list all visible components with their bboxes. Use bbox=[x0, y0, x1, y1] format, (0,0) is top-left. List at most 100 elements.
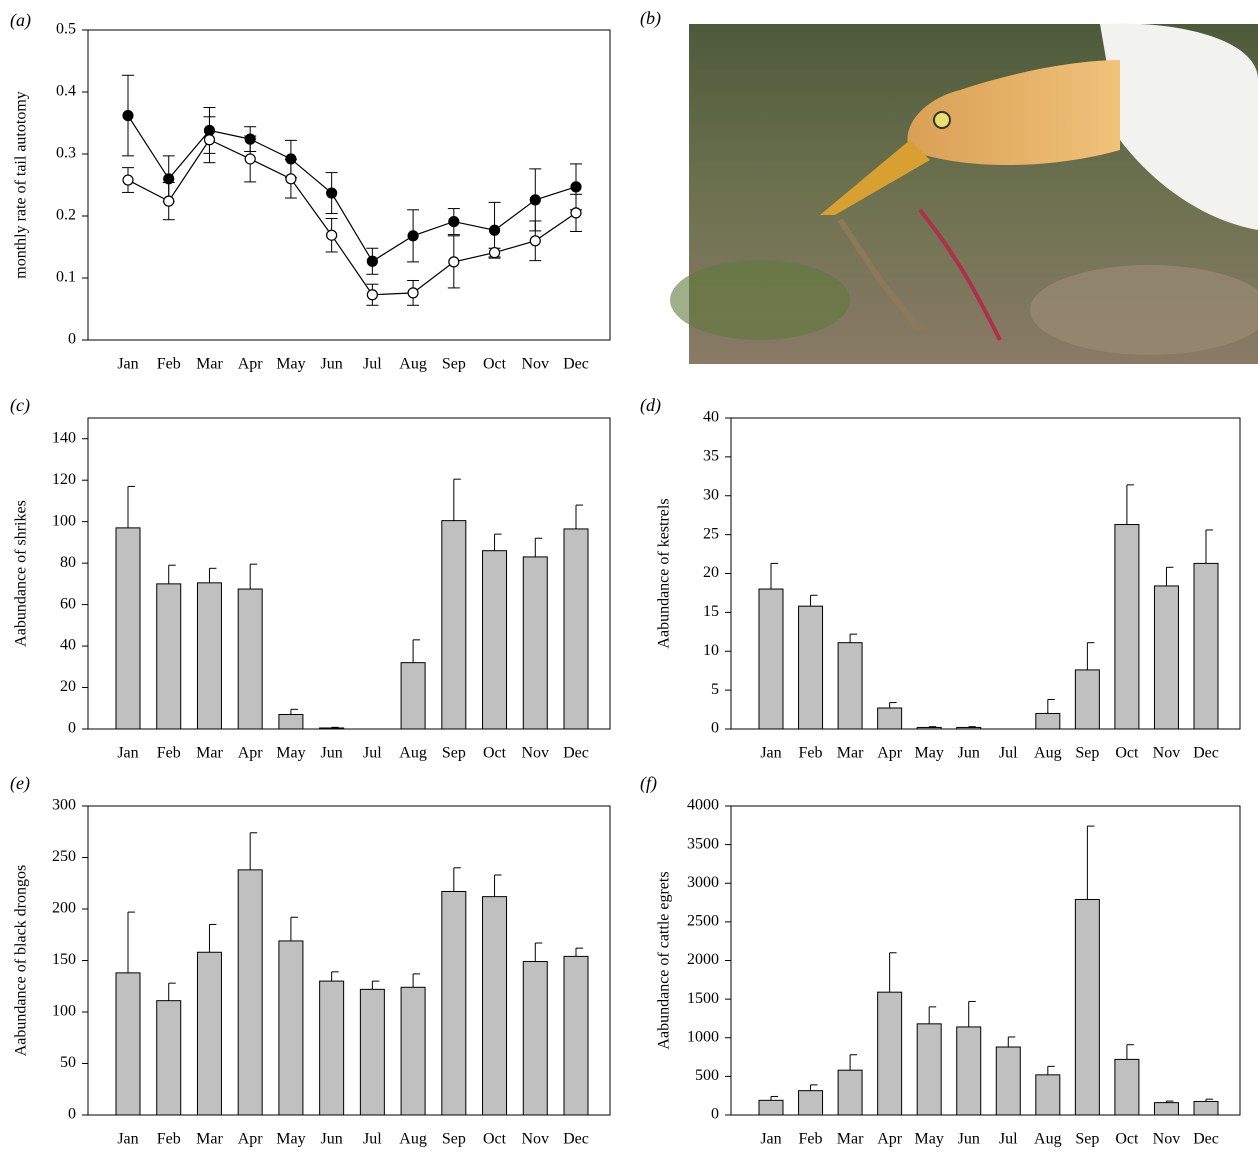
marker bbox=[327, 188, 337, 198]
y-tick-label: 15 bbox=[703, 603, 719, 620]
x-tick-label: May bbox=[276, 1131, 305, 1148]
bar bbox=[238, 870, 262, 1115]
y-tick-label: 1500 bbox=[687, 990, 719, 1007]
marker bbox=[530, 195, 540, 205]
x-tick-label: Oct bbox=[483, 356, 507, 373]
y-tick-label: 20 bbox=[60, 678, 76, 695]
x-tick-label: Apr bbox=[238, 356, 264, 373]
bar bbox=[996, 1047, 1020, 1115]
y-tick-label: 0 bbox=[711, 1106, 719, 1123]
x-tick-label: Sep bbox=[1075, 745, 1099, 762]
y-tick-label: 10 bbox=[703, 642, 719, 659]
bar bbox=[197, 583, 221, 729]
plot-frame bbox=[731, 806, 1240, 1115]
marker bbox=[449, 217, 459, 227]
y-axis-label: monthly rate of tail autotomy bbox=[13, 91, 30, 279]
bar bbox=[759, 589, 783, 729]
x-tick-label: May bbox=[915, 745, 944, 762]
y-tick-label: 120 bbox=[52, 471, 76, 488]
y-tick-label: 35 bbox=[703, 448, 719, 465]
x-tick-label: Sep bbox=[442, 356, 466, 373]
y-tick-label: 0 bbox=[68, 331, 76, 348]
x-tick-label: Aug bbox=[399, 745, 427, 762]
bar bbox=[279, 941, 303, 1115]
marker bbox=[204, 125, 214, 135]
bar bbox=[523, 557, 547, 729]
figure: (b) (a)monthly rate of tail autotomy00.1… bbox=[0, 0, 1258, 1151]
panel-label: (d) bbox=[640, 395, 661, 416]
x-tick-label: Oct bbox=[483, 1131, 507, 1148]
bar bbox=[1075, 899, 1099, 1115]
bar bbox=[1115, 525, 1139, 729]
y-tick-label: 0.5 bbox=[56, 21, 76, 38]
x-tick-label: Nov bbox=[521, 745, 549, 762]
y-tick-label: 40 bbox=[60, 637, 76, 654]
marker bbox=[245, 154, 255, 164]
marker bbox=[449, 257, 459, 267]
marker bbox=[530, 236, 540, 246]
x-tick-label: Jun bbox=[321, 356, 343, 373]
y-tick-label: 0 bbox=[711, 720, 719, 737]
y-tick-label: 20 bbox=[703, 564, 719, 581]
x-tick-label: May bbox=[276, 745, 305, 762]
bar bbox=[957, 1027, 981, 1115]
x-tick-label: Dec bbox=[563, 1131, 589, 1148]
y-axis-label: Aabundance of shrikes bbox=[13, 500, 30, 647]
y-tick-label: 25 bbox=[703, 525, 719, 542]
marker bbox=[286, 174, 296, 184]
x-tick-label: Aug bbox=[1034, 1131, 1062, 1148]
bar bbox=[442, 521, 466, 729]
y-tick-label: 0 bbox=[68, 720, 76, 737]
x-tick-label: Jan bbox=[117, 356, 138, 373]
bar bbox=[1154, 1103, 1178, 1115]
bar bbox=[116, 528, 140, 729]
bar bbox=[279, 714, 303, 729]
x-tick-label: Dec bbox=[1193, 745, 1219, 762]
x-tick-label: Feb bbox=[157, 356, 181, 373]
marker bbox=[164, 196, 174, 206]
x-tick-label: Jul bbox=[363, 356, 382, 373]
bar bbox=[116, 973, 140, 1115]
bar bbox=[759, 1100, 783, 1115]
x-tick-label: Sep bbox=[1075, 1131, 1099, 1148]
x-tick-label: Jul bbox=[999, 1131, 1018, 1148]
panel-label: (a) bbox=[10, 10, 31, 31]
bar bbox=[1194, 1101, 1218, 1115]
x-tick-label: Apr bbox=[877, 1131, 903, 1148]
bar bbox=[320, 981, 344, 1115]
y-tick-label: 0.3 bbox=[56, 145, 76, 162]
y-tick-label: 4000 bbox=[687, 797, 719, 814]
y-tick-label: 300 bbox=[52, 797, 76, 814]
marker bbox=[123, 175, 133, 185]
x-tick-label: May bbox=[915, 1131, 944, 1148]
series-line bbox=[128, 140, 576, 295]
marker bbox=[367, 290, 377, 300]
x-tick-label: Jan bbox=[760, 1131, 781, 1148]
y-tick-label: 50 bbox=[60, 1054, 76, 1071]
y-tick-label: 2500 bbox=[687, 913, 719, 930]
bar bbox=[483, 897, 507, 1115]
marker bbox=[571, 182, 581, 192]
panel-label: (f) bbox=[640, 773, 657, 794]
x-tick-label: Nov bbox=[1153, 1131, 1181, 1148]
y-tick-label: 0.4 bbox=[56, 83, 76, 100]
y-tick-label: 2000 bbox=[687, 951, 719, 968]
x-tick-label: Oct bbox=[1115, 745, 1139, 762]
x-tick-label: Jul bbox=[363, 1131, 382, 1148]
bar bbox=[1194, 563, 1218, 729]
y-tick-label: 200 bbox=[52, 900, 76, 917]
x-tick-label: Aug bbox=[1034, 745, 1062, 762]
x-tick-label: Nov bbox=[1153, 745, 1181, 762]
bar bbox=[483, 551, 507, 729]
bar bbox=[1154, 586, 1178, 729]
marker bbox=[490, 225, 500, 235]
bar bbox=[197, 952, 221, 1115]
marker bbox=[204, 135, 214, 145]
marker bbox=[245, 134, 255, 144]
marker bbox=[408, 288, 418, 298]
plot-frame bbox=[88, 30, 610, 340]
y-tick-label: 80 bbox=[60, 554, 76, 571]
bar bbox=[360, 989, 384, 1115]
y-tick-label: 250 bbox=[52, 848, 76, 865]
x-tick-label: Apr bbox=[238, 1131, 264, 1148]
